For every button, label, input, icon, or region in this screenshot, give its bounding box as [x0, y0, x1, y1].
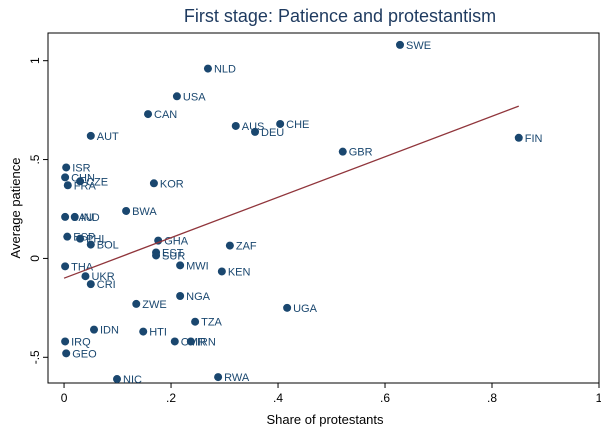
- point-label: UGA: [293, 303, 318, 315]
- point-label: RWA: [224, 372, 250, 384]
- point: [122, 206, 131, 215]
- point-label: NGA: [186, 291, 211, 303]
- point: [61, 212, 70, 221]
- y-tick-label: 1: [28, 57, 42, 64]
- point-label: CHE: [286, 119, 309, 131]
- point: [61, 337, 70, 346]
- point: [176, 291, 185, 300]
- point: [86, 131, 95, 140]
- point: [139, 327, 148, 336]
- point: [76, 234, 85, 243]
- point-label: MWI: [186, 260, 209, 272]
- point-label: BOL: [97, 240, 119, 252]
- point: [76, 177, 85, 186]
- x-tick-label: 1: [596, 391, 601, 405]
- x-tick-label: .2: [166, 391, 176, 405]
- point: [276, 119, 285, 128]
- point: [176, 261, 185, 270]
- point: [86, 240, 95, 249]
- point: [149, 179, 158, 188]
- point-label: USA: [183, 91, 206, 103]
- point-label: GBR: [349, 147, 373, 159]
- point: [225, 241, 234, 250]
- point-label: SUR: [162, 250, 185, 262]
- point-label: CAN: [154, 109, 177, 121]
- point-label: HTI: [149, 327, 167, 339]
- point: [395, 40, 404, 49]
- point-label: GHA: [164, 236, 189, 248]
- point-label: FIN: [525, 133, 543, 145]
- point-label: FRA: [74, 180, 97, 192]
- point: [144, 110, 153, 119]
- y-tick-label: -.5: [28, 350, 42, 364]
- point: [172, 92, 181, 101]
- point: [251, 127, 260, 136]
- point-label: DEU: [261, 127, 284, 139]
- point-label: IDN: [100, 325, 119, 337]
- point: [214, 373, 223, 382]
- point: [203, 64, 212, 73]
- point-label: NLD: [214, 64, 236, 76]
- point-label: THA: [71, 261, 94, 273]
- point: [283, 303, 292, 312]
- y-axis-label: Average patience: [8, 158, 23, 259]
- point-label: IRN: [197, 336, 216, 348]
- point: [61, 262, 70, 271]
- y-tick-label: 0: [28, 255, 42, 262]
- point-label: IRQ: [71, 336, 91, 348]
- x-tick-label: .8: [487, 391, 497, 405]
- point: [191, 317, 200, 326]
- point: [90, 325, 99, 334]
- point-label: ZAF: [236, 241, 257, 253]
- point: [63, 232, 72, 241]
- point: [86, 280, 95, 289]
- point-label: KOR: [160, 178, 184, 190]
- point-label: ZWE: [142, 299, 166, 311]
- point: [186, 337, 195, 346]
- y-tick-label: .5: [28, 154, 42, 164]
- chart-title: First stage: Patience and protestantism: [184, 6, 496, 26]
- point-label: NIC: [123, 374, 142, 386]
- point: [152, 251, 161, 260]
- point-label: BWA: [132, 206, 157, 218]
- point: [132, 299, 141, 308]
- point-label: AUT: [97, 131, 119, 143]
- point: [514, 133, 523, 142]
- x-tick-label: 0: [61, 391, 68, 405]
- x-axis-label: Share of protestants: [266, 412, 384, 427]
- point-label: CRI: [97, 279, 116, 291]
- point: [338, 147, 347, 156]
- plot-frame: [47, 32, 600, 384]
- point: [170, 337, 179, 346]
- point-label: GEO: [72, 348, 97, 360]
- point-label: ISR: [72, 162, 90, 174]
- x-tick-label: .4: [273, 391, 283, 405]
- point: [63, 181, 72, 190]
- x-tick-label: .6: [380, 391, 390, 405]
- point: [154, 236, 163, 245]
- point-label: KEN: [228, 266, 251, 278]
- point: [62, 349, 71, 358]
- fit-line: [63, 105, 519, 279]
- point-label: TZA: [201, 317, 222, 329]
- point: [113, 375, 122, 384]
- point-label: IND: [81, 212, 100, 224]
- point: [217, 267, 226, 276]
- point: [81, 272, 90, 281]
- point-label: AUS: [242, 121, 265, 133]
- point-label: EST: [162, 247, 184, 259]
- point: [62, 163, 71, 172]
- point-label: UKR: [91, 271, 114, 283]
- point: [70, 212, 79, 221]
- point: [231, 121, 240, 130]
- point-label: SWE: [406, 40, 431, 52]
- point-label: CZE: [86, 176, 108, 188]
- point: [61, 173, 70, 182]
